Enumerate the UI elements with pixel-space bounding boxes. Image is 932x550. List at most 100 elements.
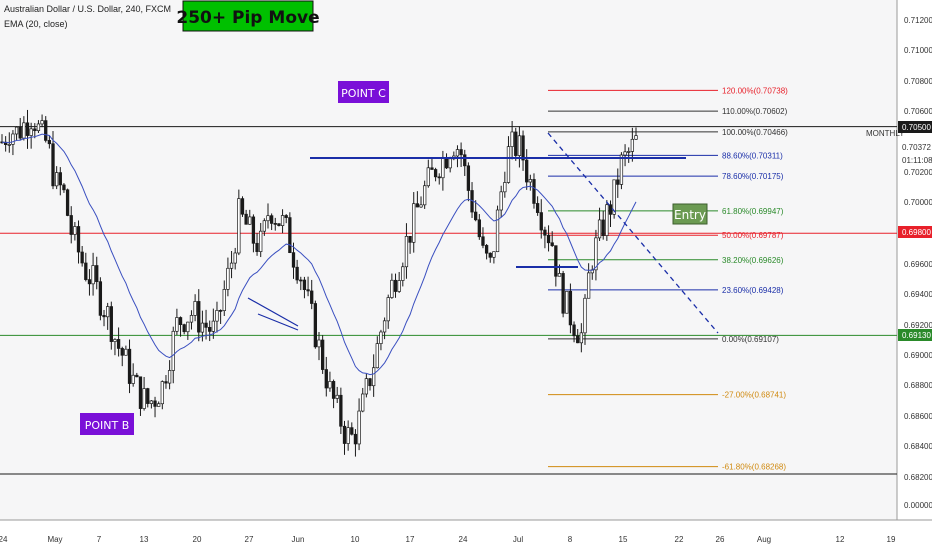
candle [280,209,285,234]
candle [364,373,369,398]
candle-body [164,381,168,384]
candle [120,346,124,367]
candle [313,300,318,349]
candle [124,345,128,356]
candle-body [393,279,398,292]
candle [251,214,256,253]
candle [98,277,103,321]
candle-body [109,306,113,342]
candle-body [200,322,205,333]
headline-text: 250+ Pip Move [176,8,319,28]
candle-body [193,301,197,316]
candle-body [76,226,81,253]
candle [616,168,620,198]
candle-body [561,273,565,314]
candle-body [583,297,587,334]
headline-annotation[interactable]: 250+ Pip Move [176,0,320,32]
candle [288,212,292,254]
candle [84,252,88,282]
price-tick-12: 0.68400 [904,442,932,451]
candle-body [237,198,241,254]
candle-body [612,179,616,215]
candle-body [306,289,310,292]
candle-body [186,321,190,333]
candle-body [586,272,591,299]
time-tick-16: 12 [836,535,845,544]
candle [342,420,347,455]
candle-body [288,217,292,253]
point-b-annotation[interactable]: POINT B [80,413,134,435]
candle-body [484,245,489,254]
candle-body [627,151,631,153]
point-c-annotation[interactable]: POINT C [338,81,389,103]
candle [233,247,237,270]
small-trendline-2[interactable] [257,313,299,331]
candle-body [397,280,401,292]
candle [597,207,602,242]
candle [197,289,201,342]
candle [539,199,543,239]
candle [248,209,252,225]
candle-body [116,339,121,349]
candle-body [368,378,372,387]
candle [36,120,41,134]
price-scale[interactable] [897,0,932,550]
candle [331,379,336,409]
candle [131,363,135,387]
candle-body [463,154,467,167]
price-tick-13: 0.68200 [904,473,932,482]
entry-annotation[interactable]: Entry [672,203,708,225]
small-trendline[interactable] [247,297,299,327]
plot-area[interactable] [0,0,897,520]
candle-body [222,289,226,311]
candle-body [84,262,88,280]
time-tick-15: Aug [757,535,771,544]
candle [95,256,99,290]
candle-body [557,273,562,277]
time-tick-8: 17 [406,535,415,544]
candle-body [226,267,230,290]
candle-body [33,128,37,132]
candle [164,375,168,389]
candle-body [444,157,449,169]
candle-body [262,220,266,232]
candle-body [331,381,336,399]
candle [153,396,157,418]
candle [33,123,37,139]
candle [237,189,241,256]
candle [113,338,117,356]
candle [146,387,150,408]
candle [623,144,627,167]
time-scale[interactable] [0,520,897,550]
candle [481,227,485,249]
candle-body [525,159,529,183]
candle-body [404,235,409,268]
candle-body [357,410,361,445]
price-tick-8: 0.69200 [904,321,932,330]
candle-body [594,237,598,271]
candle [255,233,259,256]
candle-body [546,234,551,244]
candle [605,200,609,241]
candle-body [18,126,22,139]
price-tick-10: 0.68800 [904,381,932,390]
descending-trendline[interactable] [547,132,719,334]
candle [58,167,62,196]
candle-body [153,400,157,407]
candle-body [353,433,358,445]
candle [361,387,365,413]
candle [437,173,441,185]
candle-body [244,213,248,225]
candle-body [58,172,62,186]
fib-label-11: -61.80%(0.68268) [722,463,786,472]
candle [44,116,48,143]
candle [310,279,314,310]
price-badge-bg [898,121,932,133]
candle-body [554,245,558,277]
candle [459,142,463,167]
candle [14,126,19,141]
candle [178,316,183,337]
candle-body [102,315,106,318]
candle [189,310,194,330]
